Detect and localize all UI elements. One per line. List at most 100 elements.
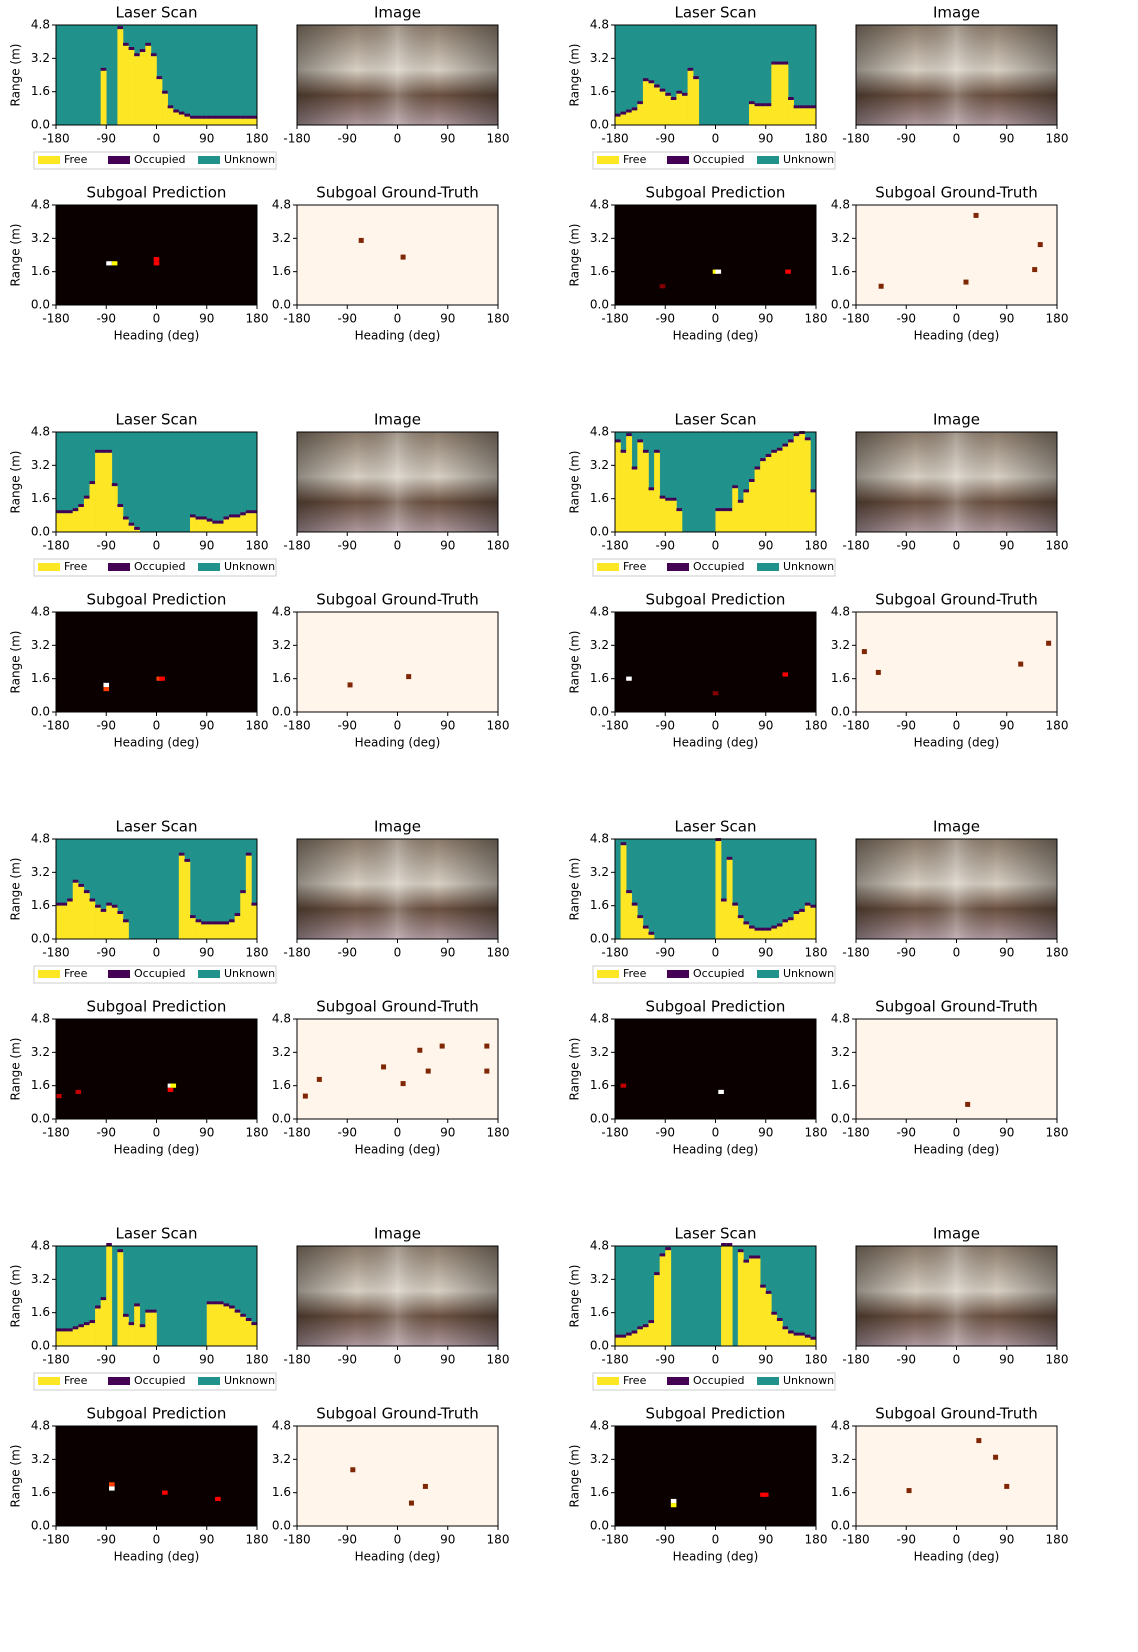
x-tick-label: 0 [153,539,161,553]
subplot-title: Laser Scan [116,818,198,836]
free-bar [671,501,677,532]
y-tick-label: 0.0 [31,525,50,539]
occupied-cell [67,510,73,513]
free-bar [212,524,218,532]
x-tick-label: -90 [96,312,116,326]
x-tick-label: 180 [487,719,510,733]
free-bar [123,922,129,939]
subgoal-point [1046,641,1051,646]
free-bar [637,104,643,125]
free-bar [755,470,761,533]
heatmap-background [615,612,816,712]
occupied-cell [224,1303,230,1306]
occupied-cell [810,905,816,908]
heatmap-cell [170,1084,176,1088]
occupied-cell [716,508,722,511]
legend-label: Occupied [134,1374,186,1387]
occupied-cell [240,512,246,515]
occupied-cell [90,1320,96,1323]
occupied-cell [251,116,257,119]
x-tick-label: -180 [601,946,628,960]
x-tick-label: -90 [896,719,916,733]
legend-swatch [38,1377,60,1385]
y-tick-label: 1.6 [590,671,609,685]
occupied-cell [749,1256,755,1259]
free-bar [224,119,230,125]
legend-swatch [108,1377,130,1385]
free-bar [799,1336,805,1346]
free-bar [251,119,257,125]
free-bar [190,119,196,125]
free-bar [67,513,73,532]
x-tick-label: -90 [96,1353,116,1367]
occupied-cell [101,68,107,71]
plot-background [297,205,498,305]
occupied-cell [665,1247,671,1250]
subgoal-point [423,1484,428,1489]
occupied-cell [129,47,135,50]
occupied-cell [788,917,794,920]
occupied-cell [766,1291,772,1294]
y-tick-label: 3.2 [831,1452,850,1466]
x-axis-label: Heading (deg) [673,329,759,343]
occupied-cell [771,1312,777,1315]
occupied-cell [56,903,62,906]
x-axis-label: Heading (deg) [355,1550,441,1564]
y-tick-label: 3.2 [31,638,50,652]
x-tick-label: 0 [712,1353,720,1367]
y-tick-label: 4.8 [590,198,609,212]
subgoal-point [406,674,411,679]
occupied-cell [173,110,179,113]
x-tick-label: 90 [999,539,1014,553]
free-bar [810,492,816,532]
legend-label: Free [64,560,88,573]
x-tick-label: 90 [758,946,773,960]
free-bar [637,1329,643,1346]
subgoal-point [401,255,406,260]
x-tick-label: 90 [199,946,214,960]
x-tick-label: 90 [440,312,455,326]
x-tick-label: 180 [805,719,828,733]
occupied-cell [73,508,79,511]
free-bar [626,1336,632,1346]
free-bar [101,71,107,125]
x-tick-label: -180 [42,132,69,146]
free-bar [84,499,90,532]
occupied-cell [660,89,666,92]
occupied-cell [632,107,638,110]
occupied-cell [777,1318,783,1321]
free-bar [805,440,811,532]
y-tick-label: 0.0 [272,298,291,312]
heatmap-cell [106,261,112,265]
occupied-cell [62,510,68,513]
occupied-cell [688,68,694,71]
y-tick-label: 0.0 [272,1112,291,1126]
occupied-cell [810,1337,816,1340]
free-bar [101,1300,107,1346]
x-tick-label: -90 [96,132,116,146]
x-tick-label: -90 [896,539,916,553]
panorama-shade [297,1246,498,1346]
x-tick-label: 180 [1046,719,1069,733]
heatmap-background [56,1019,257,1119]
x-tick-label: 90 [440,132,455,146]
free-bar [201,520,207,533]
free-bar [218,119,224,125]
y-tick-label: 1.6 [590,1078,609,1092]
legend-label: Occupied [693,1374,745,1387]
occupied-cell [190,915,196,918]
occupied-cell [643,78,649,81]
y-tick-label: 0.0 [831,705,850,719]
free-bar [229,517,235,532]
y-axis-label: Range (m) [9,44,23,107]
free-bar [671,100,677,125]
occupied-cell [134,1303,140,1306]
heatmap-cell [671,1499,677,1503]
free-bar [251,513,257,532]
x-tick-label: -180 [842,1533,869,1547]
occupied-cell [190,514,196,517]
free-bar [218,924,224,939]
x-axis-label: Heading (deg) [114,736,200,750]
occupied-cell [743,489,749,492]
y-tick-label: 3.2 [831,638,850,652]
